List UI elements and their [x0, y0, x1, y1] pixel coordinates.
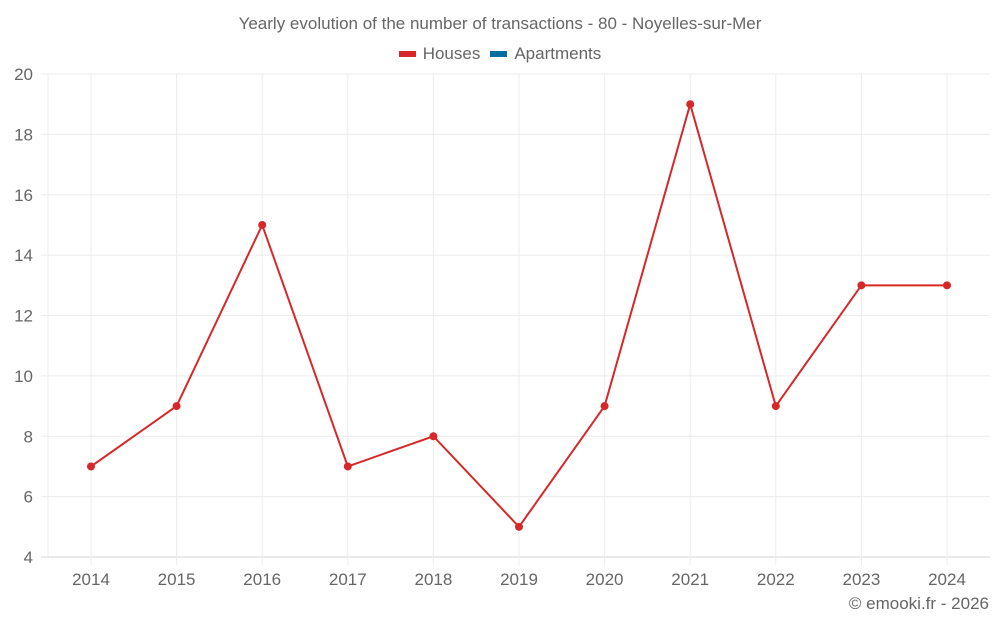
y-tick-label: 8	[24, 427, 33, 446]
apartments-swatch-icon	[490, 51, 508, 57]
data-point[interactable]	[429, 432, 438, 441]
data-point[interactable]	[343, 462, 352, 471]
data-point[interactable]	[515, 522, 523, 531]
y-tick-label: 12	[14, 307, 33, 326]
copyright-credit: © emooki.fr - 2026	[848, 594, 989, 613]
y-tick-label: 14	[14, 246, 33, 265]
legend-item-apartments[interactable]: Apartments	[490, 44, 601, 64]
data-point[interactable]	[600, 402, 609, 411]
x-tick-label: 2016	[243, 570, 281, 589]
houses-swatch-icon	[398, 51, 416, 57]
x-tick-label: 2023	[842, 570, 880, 589]
x-tick-label: 2015	[158, 570, 196, 589]
data-point[interactable]	[172, 402, 181, 411]
x-tick-label: 2017	[329, 570, 367, 589]
chart-title: Yearly evolution of the number of transa…	[238, 14, 762, 33]
y-tick-label: 6	[24, 488, 33, 507]
data-point[interactable]	[258, 220, 267, 229]
x-tick-label: 2024	[928, 570, 966, 589]
data-point[interactable]	[686, 100, 695, 109]
chart-legend: Houses Apartments	[0, 44, 1000, 64]
x-tick-label: 2022	[757, 570, 795, 589]
x-tick-label: 2018	[414, 570, 452, 589]
y-tick-label: 20	[14, 65, 33, 84]
data-point[interactable]	[771, 402, 780, 411]
legend-label-houses: Houses	[422, 44, 481, 63]
legend-item-houses[interactable]: Houses	[398, 44, 481, 64]
data-point[interactable]	[857, 281, 866, 290]
y-tick-label: 16	[14, 186, 33, 205]
y-tick-label: 4	[24, 548, 33, 567]
y-tick-label: 18	[14, 125, 33, 144]
y-tick-label: 10	[14, 367, 33, 386]
data-point[interactable]	[943, 281, 951, 290]
x-tick-label: 2020	[586, 570, 624, 589]
x-tick-label: 2021	[671, 570, 709, 589]
legend-label-apartments: Apartments	[514, 44, 602, 63]
data-point[interactable]	[87, 462, 95, 471]
x-tick-label: 2019	[500, 570, 538, 589]
x-tick-label: 2014	[72, 570, 110, 589]
